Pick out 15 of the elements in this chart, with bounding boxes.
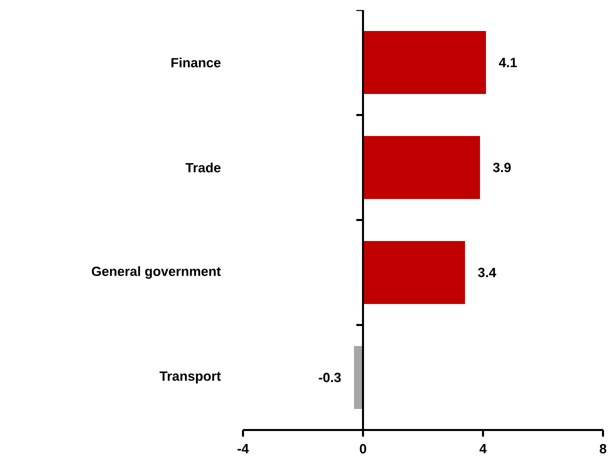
- x-tick-label: 4: [480, 444, 487, 454]
- y-tick-label: Finance: [171, 58, 221, 68]
- x-tick-label: 0: [360, 444, 366, 454]
- data-label: 4.1: [498, 58, 517, 68]
- data-label: 3.9: [493, 162, 511, 172]
- x-tick-label: -4: [238, 444, 249, 454]
- bar: [363, 240, 466, 304]
- bar: [363, 136, 480, 199]
- bar: [363, 31, 486, 94]
- data-label: 3.4: [478, 268, 496, 278]
- data-label: -0.3: [318, 372, 341, 382]
- y-tick-label: Trade: [186, 162, 221, 172]
- y-tick-label: Transport: [160, 372, 221, 384]
- y-tick-label: General government: [92, 266, 221, 279]
- x-tick-label: 8: [600, 444, 606, 454]
